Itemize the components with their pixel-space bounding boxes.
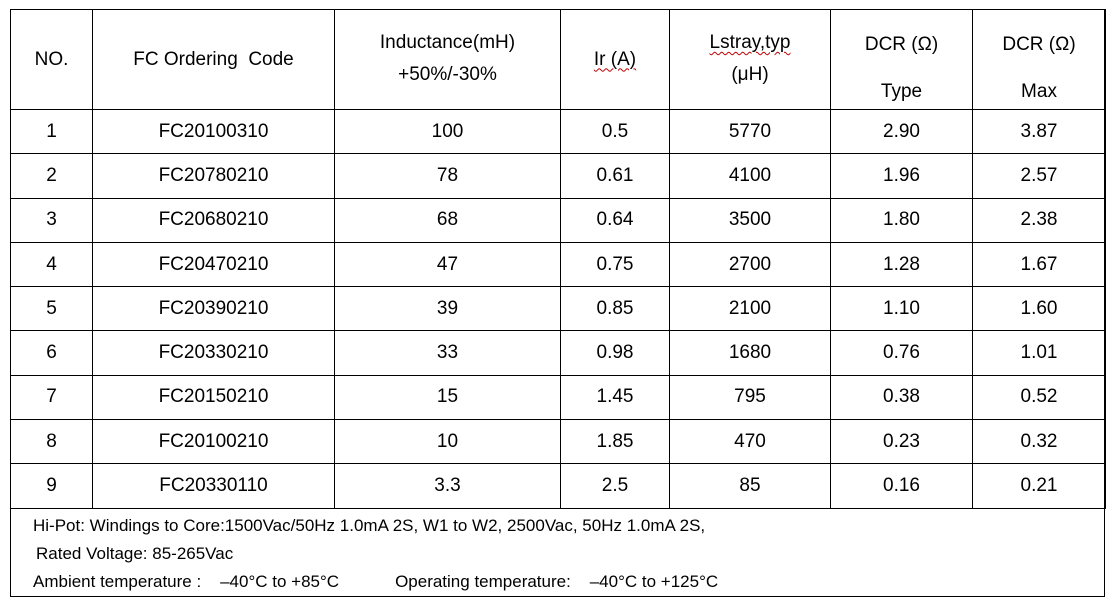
cell-no: 3 <box>10 197 93 243</box>
cell-no: 4 <box>10 241 93 288</box>
cell-dcr-type: 1.28 <box>830 241 973 288</box>
cell-dcr-type: 1.96 <box>830 153 973 199</box>
table-header-row: NO. FC Ordering Code Inductance(mH) +50%… <box>10 9 1106 110</box>
header-lstray-line2: (μH) <box>731 64 769 85</box>
cell-lstray: 3500 <box>669 197 831 243</box>
header-dcr-type: DCR (Ω) Type <box>830 9 973 110</box>
header-ordering-code: FC Ordering Code <box>92 9 335 110</box>
cell-dcr-max: 3.87 <box>972 108 1106 155</box>
cell-inductance: 100 <box>334 108 561 155</box>
header-inductance-line2: +50%/-30% <box>398 64 497 85</box>
header-rated-current-label: Ir (A) <box>593 48 637 70</box>
table-row: 2 FC20780210 78 0.61 4100 1.96 2.57 <box>10 153 1106 199</box>
cell-dcr-type: 1.80 <box>830 197 973 243</box>
header-dcr-max-line2: Max <box>1021 81 1057 102</box>
cell-dcr-max: 1.01 <box>972 330 1106 376</box>
note-hipot: Hi-Pot: Windings to Core:1500Vac/50Hz 1.… <box>33 516 706 535</box>
cell-lstray: 1680 <box>669 330 831 376</box>
note-rated-voltage: Rated Voltage: 85-265Vac <box>36 544 234 563</box>
table-row: 8 FC20100210 10 1.85 470 0.23 0.32 <box>10 419 1106 465</box>
cell-inductance: 39 <box>334 286 561 332</box>
header-lstray: Lstray,typ (μH) <box>669 9 831 110</box>
table-row: 9 FC20330110 3.3 2.5 85 0.16 0.21 <box>10 463 1106 509</box>
header-no-label: NO. <box>34 48 69 70</box>
table-row: 4 FC20470210 47 0.75 2700 1.28 1.67 <box>10 241 1106 288</box>
cell-dcr-type: 0.16 <box>830 463 973 509</box>
cell-dcr-max: 1.67 <box>972 241 1106 288</box>
cell-lstray: 85 <box>669 463 831 509</box>
header-dcr-type-line2: Type <box>880 81 923 102</box>
cell-ordering-code: FC20100210 <box>92 419 335 465</box>
cell-rated-current: 2.5 <box>560 463 670 509</box>
cell-lstray: 470 <box>669 419 831 465</box>
header-lstray-line1: Lstray,typ <box>709 32 791 53</box>
header-ordering-code-label: FC Ordering Code <box>133 48 294 70</box>
header-inductance-line1: Inductance(mH) <box>379 32 516 53</box>
cell-lstray: 2700 <box>669 241 831 288</box>
note-operating-temperature: Operating temperature: –40°C to +125°C <box>395 572 719 591</box>
cell-ordering-code: FC20330110 <box>92 463 335 509</box>
cell-inductance: 15 <box>334 374 561 421</box>
cell-ordering-code: FC20680210 <box>92 197 335 243</box>
cell-ordering-code: FC20330210 <box>92 330 335 376</box>
header-dcr-max-line1: DCR (Ω) <box>1002 34 1076 55</box>
cell-inductance: 47 <box>334 241 561 288</box>
cell-inductance: 33 <box>334 330 561 376</box>
cell-inductance: 3.3 <box>334 463 561 509</box>
header-dcr-max: DCR (Ω) Max <box>972 9 1106 110</box>
cell-dcr-max: 0.21 <box>972 463 1106 509</box>
table-row: 7 FC20150210 15 1.45 795 0.38 0.52 <box>10 374 1106 421</box>
cell-no: 8 <box>10 419 93 465</box>
cell-rated-current: 0.98 <box>560 330 670 376</box>
note-ambient-temperature: Ambient temperature : –40°C to +85°C <box>33 572 340 591</box>
cell-inductance: 10 <box>334 419 561 465</box>
cell-dcr-type: 0.23 <box>830 419 973 465</box>
cell-rated-current: 0.61 <box>560 153 670 199</box>
cell-rated-current: 0.5 <box>560 108 670 155</box>
cell-no: 2 <box>10 153 93 199</box>
cell-ordering-code: FC20470210 <box>92 241 335 288</box>
cell-no: 1 <box>10 108 93 155</box>
cell-rated-current: 0.75 <box>560 241 670 288</box>
cell-dcr-max: 0.32 <box>972 419 1106 465</box>
cell-dcr-type: 1.10 <box>830 286 973 332</box>
cell-rated-current: 0.64 <box>560 197 670 243</box>
cell-rated-current: 0.85 <box>560 286 670 332</box>
header-dcr-type-line1: DCR (Ω) <box>864 34 939 55</box>
cell-dcr-type: 2.90 <box>830 108 973 155</box>
cell-no: 9 <box>10 463 93 509</box>
cell-dcr-max: 1.60 <box>972 286 1106 332</box>
cell-inductance: 78 <box>334 153 561 199</box>
header-rated-current: Ir (A) <box>560 9 670 110</box>
cell-rated-current: 1.45 <box>560 374 670 421</box>
note-temperatures: Ambient temperature : –40°C to +85°C Oper… <box>33 568 1093 596</box>
cell-lstray: 4100 <box>669 153 831 199</box>
table-row: 5 FC20390210 39 0.85 2100 1.10 1.60 <box>10 286 1106 332</box>
table-row: 3 FC20680210 68 0.64 3500 1.80 2.38 <box>10 197 1106 243</box>
table-row: 1 FC20100310 100 0.5 5770 2.90 3.87 <box>10 108 1106 155</box>
table-row: 6 FC20330210 33 0.98 1680 0.76 1.01 <box>10 330 1106 376</box>
header-inductance: Inductance(mH) +50%/-30% <box>334 9 561 110</box>
cell-no: 5 <box>10 286 93 332</box>
cell-rated-current: 1.85 <box>560 419 670 465</box>
spec-notes: Hi-Pot: Windings to Core:1500Vac/50Hz 1.… <box>33 512 1093 596</box>
spec-sheet: NO. FC Ordering Code Inductance(mH) +50%… <box>10 9 1106 597</box>
cell-lstray: 795 <box>669 374 831 421</box>
cell-dcr-max: 0.52 <box>972 374 1106 421</box>
cell-lstray: 5770 <box>669 108 831 155</box>
cell-ordering-code: FC20390210 <box>92 286 335 332</box>
cell-ordering-code: FC20780210 <box>92 153 335 199</box>
cell-inductance: 68 <box>334 197 561 243</box>
cell-ordering-code: FC20100310 <box>92 108 335 155</box>
cell-dcr-max: 2.57 <box>972 153 1106 199</box>
cell-no: 6 <box>10 330 93 376</box>
cell-dcr-max: 2.38 <box>972 197 1106 243</box>
cell-ordering-code: FC20150210 <box>92 374 335 421</box>
cell-no: 7 <box>10 374 93 421</box>
cell-dcr-type: 0.76 <box>830 330 973 376</box>
cell-dcr-type: 0.38 <box>830 374 973 421</box>
inductor-spec-table: NO. FC Ordering Code Inductance(mH) +50%… <box>10 9 1106 509</box>
cell-lstray: 2100 <box>669 286 831 332</box>
header-no: NO. <box>10 9 93 110</box>
